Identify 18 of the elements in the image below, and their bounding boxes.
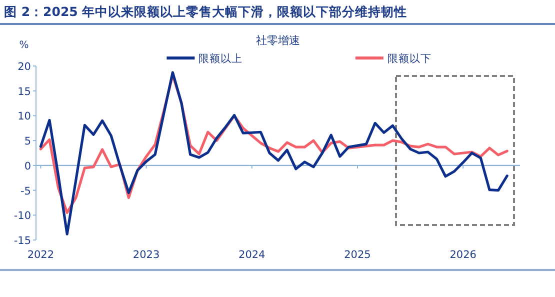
x-tick-label: 2023 <box>132 249 160 261</box>
y-tick-label: -15 <box>14 235 31 247</box>
x-tick-label: 2025 <box>344 249 371 261</box>
y-axis-title: % <box>19 40 29 51</box>
y-tick-label: -5 <box>20 185 31 198</box>
legend-label: 限额以下 <box>387 52 432 65</box>
y-tick-label: 10 <box>18 110 31 123</box>
x-tick-label: 2024 <box>238 249 266 261</box>
y-tick-label: -10 <box>14 210 31 222</box>
legend-label: 限额以上 <box>198 52 243 65</box>
y-tick-label: 20 <box>18 61 31 73</box>
chart-title: 图 2：2025 年中以来限额以上零售大幅下滑，限额以下部分维持韧性 <box>4 4 408 19</box>
chart-subtitle: 社零增速 <box>256 34 300 47</box>
y-tick-label: 5 <box>24 136 31 148</box>
x-tick-label: 2022 <box>27 249 54 261</box>
y-tick-label: 0 <box>24 160 31 172</box>
x-tick-label: 2026 <box>450 249 477 261</box>
y-tick-label: 15 <box>18 86 31 98</box>
